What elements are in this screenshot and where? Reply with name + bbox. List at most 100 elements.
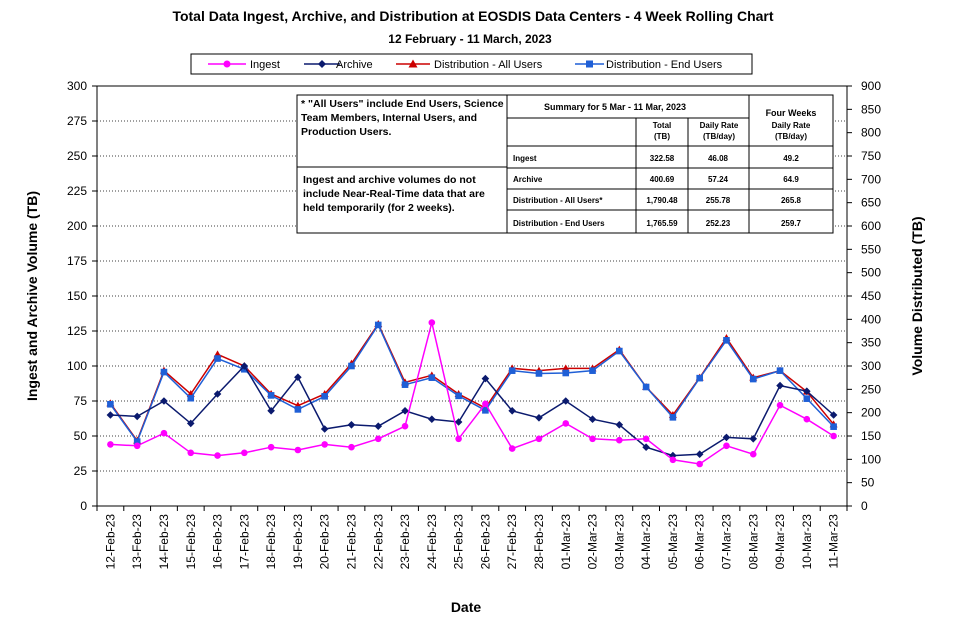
y2-tick-label: 650: [861, 196, 881, 210]
x-tick-label: 24-Feb-23: [425, 514, 439, 570]
summary-title: Summary for 5 Mar - 11 Mar, 2023: [544, 102, 686, 112]
data-point: [374, 422, 383, 430]
row-daily: 252.23: [706, 219, 731, 228]
data-point: [803, 395, 811, 402]
table-row: Distribution - End Users 1,765.59 252.23 25…: [513, 219, 802, 228]
x-tick-label: 20-Feb-23: [318, 514, 332, 570]
y2-tick-label: 750: [861, 149, 881, 163]
x-tick-label: 06-Mar-23: [693, 514, 707, 570]
legend: Ingest Archive Distribution - All Users …: [190, 53, 753, 75]
summary-rows: Ingest 322.58 46.08 49.2 Archive 400.69 57.24 6…: [513, 154, 802, 228]
y2-tick-label: 900: [861, 79, 881, 93]
series-ingest: [107, 319, 837, 468]
data-point: [455, 435, 462, 443]
data-point: [749, 375, 757, 383]
x-tick-label: 17-Feb-23: [237, 514, 251, 570]
legend-frame: [190, 53, 753, 75]
data-point: [803, 387, 811, 395]
x-tick-label: 10-Mar-23: [800, 514, 814, 570]
data-point: [642, 383, 650, 391]
y-tick-label: 25: [74, 464, 88, 478]
data-point: [160, 397, 168, 405]
row-total: 322.58: [650, 154, 675, 163]
x-tick-label: 28-Feb-23: [532, 514, 546, 570]
x-tick-label: 18-Feb-23: [264, 514, 278, 570]
data-point: [374, 321, 382, 329]
row-label: Distribution - End Users: [513, 219, 605, 228]
data-point: [615, 421, 624, 429]
x-tick-label: 12-Feb-23: [103, 514, 117, 570]
legend-marker-distribution-all: [408, 59, 418, 68]
data-point: [267, 443, 275, 451]
x-tick-label: 15-Feb-23: [184, 514, 198, 570]
y2-tick-label: 500: [861, 266, 881, 280]
data-point: [240, 362, 249, 370]
summary-table: Summary for 5 Mar - 11 Mar, 2023 Four We…: [506, 94, 834, 234]
row-label: Archive: [513, 175, 543, 184]
x-tick-label: 23-Feb-23: [398, 514, 412, 570]
table-row: Ingest 322.58 46.08 49.2: [513, 154, 799, 163]
data-point: [696, 374, 703, 382]
data-point: [107, 441, 114, 448]
data-point: [186, 419, 195, 428]
legend-label-distribution-end: Distribution - End Users: [606, 59, 723, 71]
x-tick-label: 08-Mar-23: [746, 514, 760, 570]
row-total: 1,790.48: [646, 196, 678, 205]
row-four-weeks: 265.8: [781, 196, 802, 205]
data-point: [428, 319, 436, 326]
data-point: [187, 449, 195, 457]
series-line: [110, 322, 835, 465]
y2-tick-label: 150: [861, 429, 881, 443]
row-label: Distribution - All Users*: [513, 196, 603, 205]
y2-tick-label: 400: [861, 312, 881, 326]
x-tick-label: 22-Feb-23: [371, 514, 385, 570]
series-line: [109, 323, 835, 444]
y-axis-label: Ingest and Archive Volume (TB): [24, 191, 40, 401]
row-daily: 57.24: [708, 175, 729, 184]
row-four-weeks: 49.2: [783, 154, 799, 163]
legend-marker-distribution-end: [586, 60, 593, 68]
data-point: [508, 367, 516, 374]
row-daily: 255.78: [706, 196, 731, 205]
y-tick-label: 175: [67, 254, 87, 268]
y-tick-label: 150: [67, 289, 87, 303]
data-point: [589, 435, 596, 443]
x-tick-label: 27-Feb-23: [505, 514, 519, 570]
data-point: [133, 412, 141, 421]
data-point: [160, 429, 168, 437]
data-point: [321, 393, 328, 400]
y-tick-label: 275: [67, 114, 87, 128]
x-tick-label: 05-Mar-23: [666, 514, 680, 570]
data-point: [482, 400, 489, 408]
x-tick-label: 25-Feb-23: [452, 514, 466, 570]
legend-marker-archive: [318, 60, 326, 68]
data-point: [454, 418, 463, 426]
four-weeks-title: Four Weeks: [766, 108, 817, 118]
x-tick-label: 26-Feb-23: [478, 514, 492, 570]
data-point: [482, 407, 489, 414]
data-point: [669, 456, 677, 464]
data-point: [508, 445, 516, 452]
data-point: [588, 415, 597, 423]
data-point: [428, 415, 436, 423]
data-point: [695, 450, 704, 458]
data-point: [481, 374, 490, 383]
x-tick-label: 07-Mar-23: [719, 514, 733, 570]
note-box-all-users: * "All Users" include End Users, Science…: [296, 94, 508, 168]
data-point: [830, 432, 837, 440]
y2-axis-ticks: 0 50 100 150 200 250 300 350 400 450 500 550 600 650 7…: [847, 79, 881, 513]
y2-tick-label: 550: [861, 242, 881, 256]
row-total: 1,765.59: [646, 219, 678, 228]
legend-item-archive: Archive: [304, 59, 373, 71]
series-distribution-end-users: [107, 321, 837, 445]
x-tick-label: 09-Mar-23: [773, 514, 787, 570]
col-header-total: Total (TB): [652, 121, 672, 141]
data-point: [642, 435, 650, 443]
row-label: Ingest: [513, 154, 537, 163]
legend-label-archive: Archive: [336, 59, 373, 71]
y2-tick-label: 600: [861, 219, 881, 233]
data-point: [562, 420, 570, 427]
plot-frame: [96, 85, 848, 507]
data-point: [616, 436, 623, 444]
